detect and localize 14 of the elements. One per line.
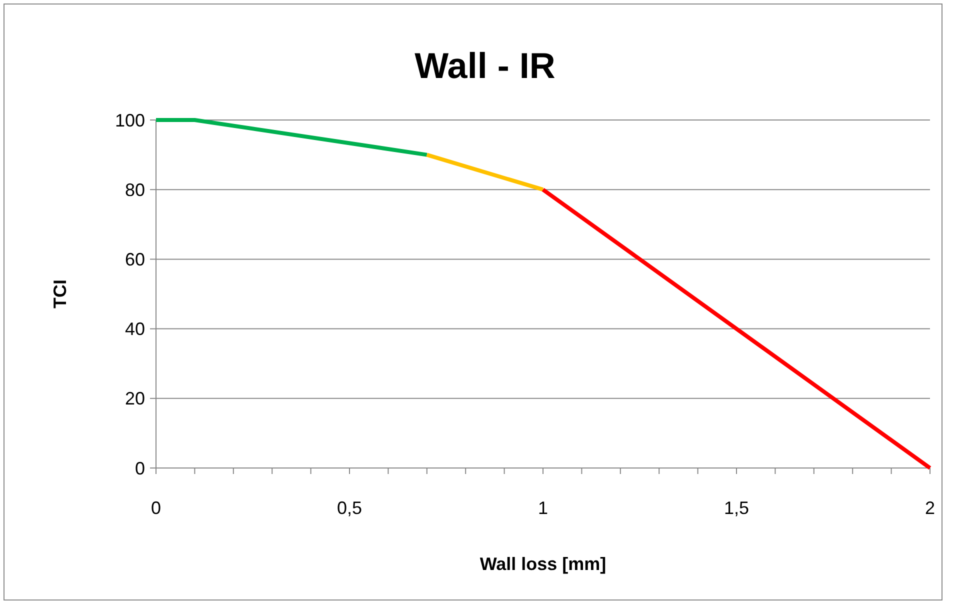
x-tick-label: 2 bbox=[924, 498, 936, 518]
y-tick-label: 60 bbox=[124, 250, 145, 270]
y-axis-title: TCI bbox=[50, 280, 70, 308]
chart-title: Wall - IR bbox=[414, 45, 556, 86]
y-tick-label: 0 bbox=[134, 458, 145, 478]
y-tick-label: 80 bbox=[124, 180, 145, 200]
y-tick-label: 40 bbox=[124, 319, 145, 340]
x-tick-label: 0 bbox=[150, 498, 162, 518]
x-tick-label: 1,5 bbox=[724, 498, 750, 518]
y-tick-label: 100 bbox=[114, 110, 145, 130]
x-tick-label: 1 bbox=[538, 498, 548, 518]
y-tick-label: 20 bbox=[124, 388, 145, 409]
x-axis-title: Wall loss [mm] bbox=[480, 554, 606, 574]
x-tick-label: 0,5 bbox=[336, 498, 362, 518]
